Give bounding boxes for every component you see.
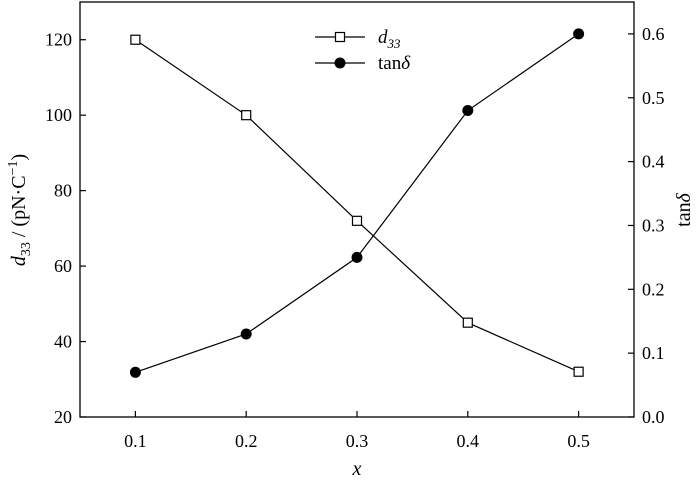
right-y-tick-label: 0.2 (642, 279, 665, 299)
right-y-tick-label: 0.3 (642, 215, 665, 235)
data-point-d33 (462, 317, 473, 328)
x-tick-label: 0.5 (567, 431, 590, 451)
data-point-tand (351, 251, 363, 263)
right-y-tick-label: 0.0 (642, 407, 665, 427)
data-point-tand (240, 328, 252, 340)
data-point-tand (462, 105, 474, 117)
x-axis-title: x (352, 458, 362, 480)
left-y-tick-label: 40 (54, 332, 72, 352)
legend-marker-tand (334, 57, 346, 69)
series-line-d33 (135, 39, 579, 373)
x-tick-label: 0.4 (457, 431, 480, 451)
data-point-d33 (241, 110, 252, 121)
x-axis-ticks: 0.1 0.2 0.3 0.4 0.5 (124, 411, 590, 451)
left-y-tick-label: 60 (54, 256, 72, 276)
data-point-d33 (351, 215, 363, 226)
right-y-tick-label: 0.5 (642, 88, 665, 108)
left-y-tick-label: 80 (54, 181, 72, 201)
right-y-tick-label: 0.6 (642, 24, 665, 44)
legend: d33 tanδ (315, 27, 411, 74)
series-layer (129, 28, 585, 378)
legend-marker-d33 (334, 31, 346, 43)
data-point-tand (129, 366, 141, 378)
x-tick-label: 0.3 (346, 431, 369, 451)
x-tick-label: 0.2 (235, 431, 258, 451)
legend-label-tand: tanδ (378, 53, 411, 74)
right-y-tick-label: 0.4 (642, 152, 665, 172)
legend-label-d33: d33 (378, 27, 401, 51)
data-point-d33 (130, 34, 141, 45)
left-y-tick-label: 20 (54, 407, 72, 427)
data-point-d33 (573, 366, 584, 377)
right-y-axis-title: tanδ (673, 192, 695, 226)
left-y-axis-title: d33 / (pN·C−1) (6, 154, 34, 266)
left-y-axis-ticks: 20 40 60 80 100 120 (45, 30, 86, 427)
x-tick-label: 0.1 (124, 431, 147, 451)
right-y-axis-ticks: 0.0 0.1 0.2 0.3 0.4 0.5 0.6 (628, 24, 665, 427)
left-y-tick-label: 100 (45, 105, 72, 125)
right-y-tick-label: 0.1 (642, 343, 665, 363)
left-y-tick-label: 120 (45, 30, 72, 50)
data-point-tand (573, 28, 585, 40)
plot-frame (79, 1, 635, 418)
